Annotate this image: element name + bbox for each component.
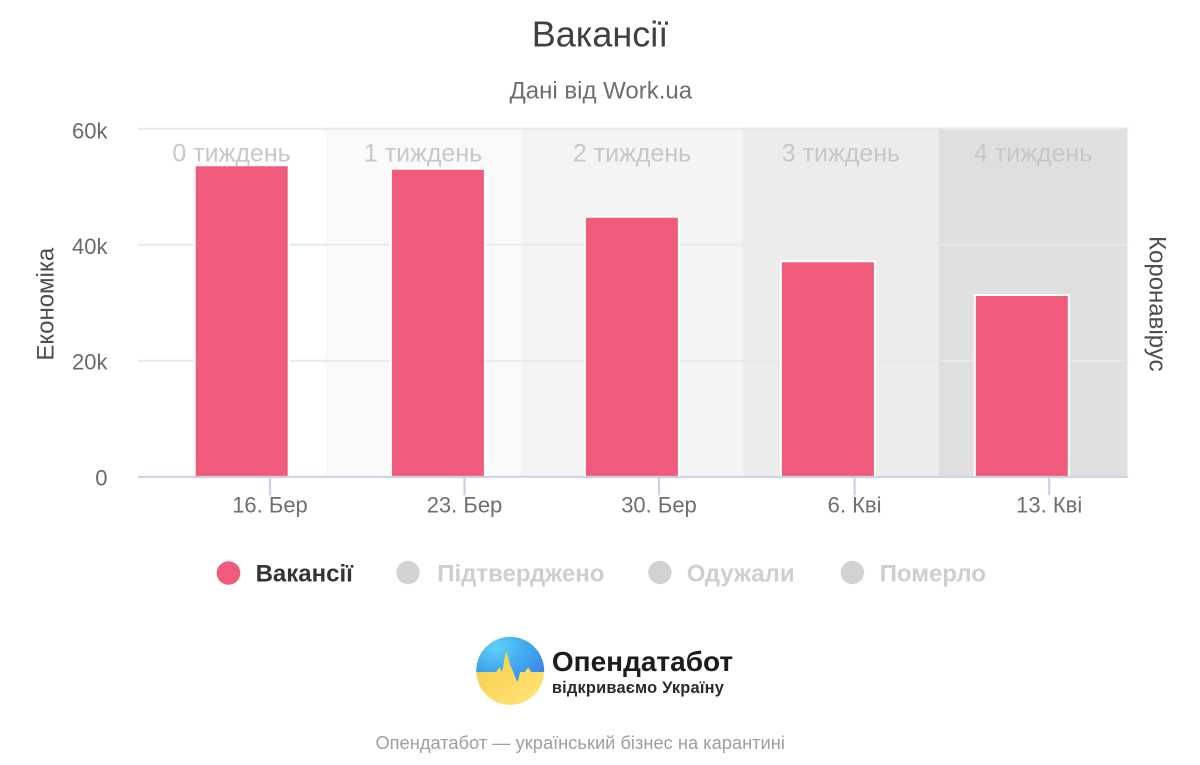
svg-text:2 тиждень: 2 тиждень (573, 140, 691, 168)
svg-text:16. Бер: 16. Бер (232, 493, 308, 518)
svg-text:13. Кві: 13. Кві (1016, 493, 1082, 518)
svg-text:1 тиждень: 1 тиждень (364, 140, 482, 168)
svg-text:Дані від Work.ua: Дані від Work.ua (510, 77, 693, 104)
svg-text:23. Бер: 23. Бер (427, 493, 503, 518)
svg-text:Вакансії: Вакансії (256, 561, 355, 588)
svg-text:Померло: Померло (880, 561, 986, 588)
svg-text:Економіка: Економіка (33, 247, 60, 361)
svg-text:0: 0 (95, 465, 107, 490)
svg-text:Опендатабот — український бізн: Опендатабот — український бізнес на кара… (375, 732, 785, 753)
svg-text:30. Бер: 30. Бер (621, 493, 697, 518)
svg-text:60k: 60k (72, 118, 108, 143)
svg-text:0 тиждень: 0 тиждень (172, 140, 290, 168)
svg-text:6. Кві: 6. Кві (828, 493, 882, 518)
svg-text:Підтверджено: Підтверджено (437, 561, 604, 588)
svg-text:40k: 40k (72, 234, 108, 259)
svg-text:Опендатабот: Опендатабот (552, 646, 733, 677)
svg-text:Одужали: Одужали (687, 561, 795, 588)
svg-text:4 тиждень: 4 тиждень (974, 140, 1092, 168)
svg-text:Вакансії: Вакансії (532, 14, 668, 55)
svg-text:Коронавірус: Коронавірус (1144, 236, 1171, 372)
svg-text:3 тиждень: 3 тиждень (782, 140, 900, 168)
svg-text:відкриваємо Україну: відкриваємо Україну (552, 679, 725, 697)
svg-text:20k: 20k (72, 350, 108, 375)
